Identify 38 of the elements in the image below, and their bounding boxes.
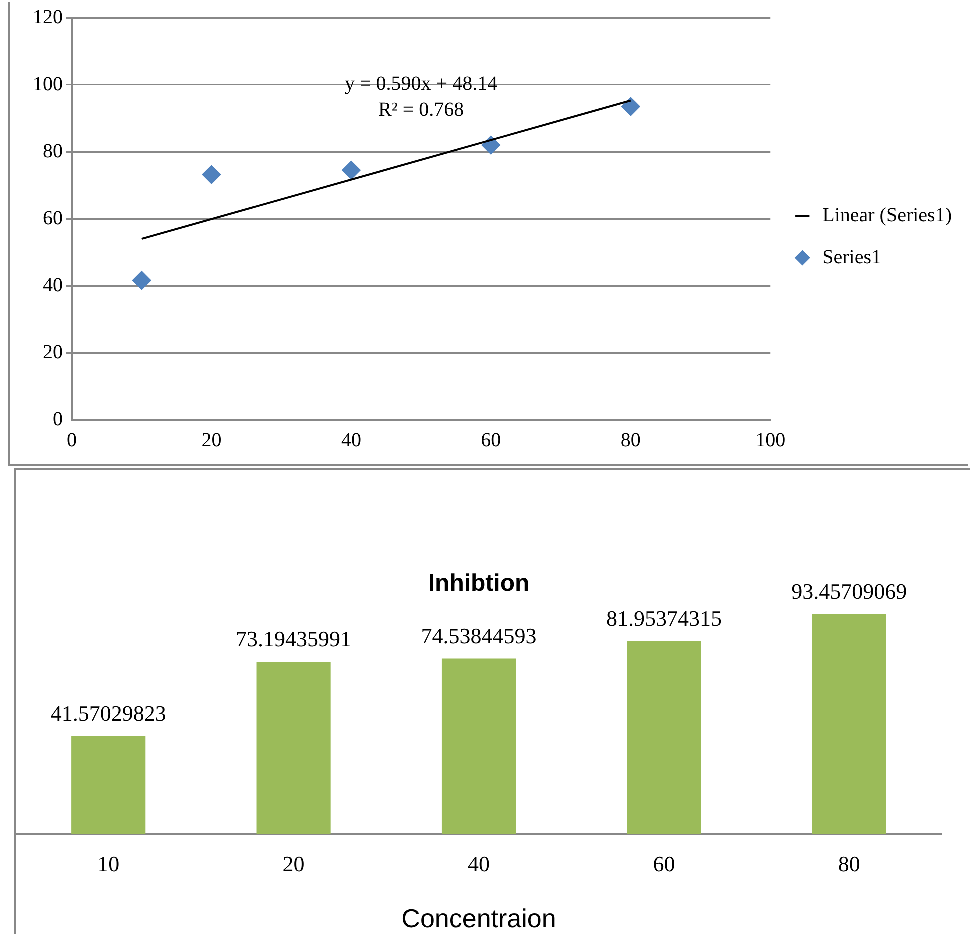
chart-title: Inhibtion bbox=[428, 570, 530, 598]
bar bbox=[72, 736, 146, 834]
point bbox=[342, 160, 361, 180]
point bbox=[202, 165, 222, 184]
y-tick-label: 120 bbox=[33, 6, 63, 28]
y-tick-label: 60 bbox=[43, 207, 63, 230]
y-tick-label: 100 bbox=[33, 73, 63, 96]
data-label: 81.95374315 bbox=[606, 606, 722, 632]
bar bbox=[812, 614, 886, 834]
x-tick-label: 60 bbox=[481, 429, 502, 452]
y-tick-label: 20 bbox=[43, 341, 63, 364]
x-tick-label: 80 bbox=[838, 851, 860, 876]
annotation: y = 0.590x + 48.14 bbox=[345, 73, 498, 95]
legend-label: Series1 bbox=[822, 246, 882, 268]
data-label: 93.45709069 bbox=[792, 578, 908, 604]
data-label: 74.53844593 bbox=[421, 624, 537, 649]
bar bbox=[627, 641, 702, 834]
x-tick-label: 20 bbox=[202, 429, 222, 452]
legend-label: Linear (Series1) bbox=[822, 204, 952, 226]
point bbox=[621, 97, 640, 116]
y-tick-label: 40 bbox=[43, 274, 63, 296]
annotation: R² = 0.768 bbox=[378, 99, 464, 121]
x-tick-label: 80 bbox=[620, 429, 641, 452]
x-tick-label: 40 bbox=[468, 851, 490, 876]
bar bbox=[442, 658, 516, 834]
x-tick-label: 60 bbox=[653, 851, 676, 876]
x-axis-title: Concentraion bbox=[402, 904, 556, 934]
y-tick-label: 80 bbox=[43, 140, 63, 162]
x-tick-label: 10 bbox=[98, 851, 120, 876]
data-label: 73.19435991 bbox=[236, 626, 352, 652]
x-tick-label: 100 bbox=[756, 429, 786, 452]
bar bbox=[256, 662, 331, 834]
point bbox=[132, 271, 152, 290]
data-label: 41.57029823 bbox=[50, 701, 166, 726]
x-tick-label: 20 bbox=[282, 851, 305, 876]
x-tick-label: 40 bbox=[341, 429, 362, 452]
x-tick-label: 0 bbox=[67, 429, 77, 452]
y-tick-label: 0 bbox=[53, 408, 63, 430]
